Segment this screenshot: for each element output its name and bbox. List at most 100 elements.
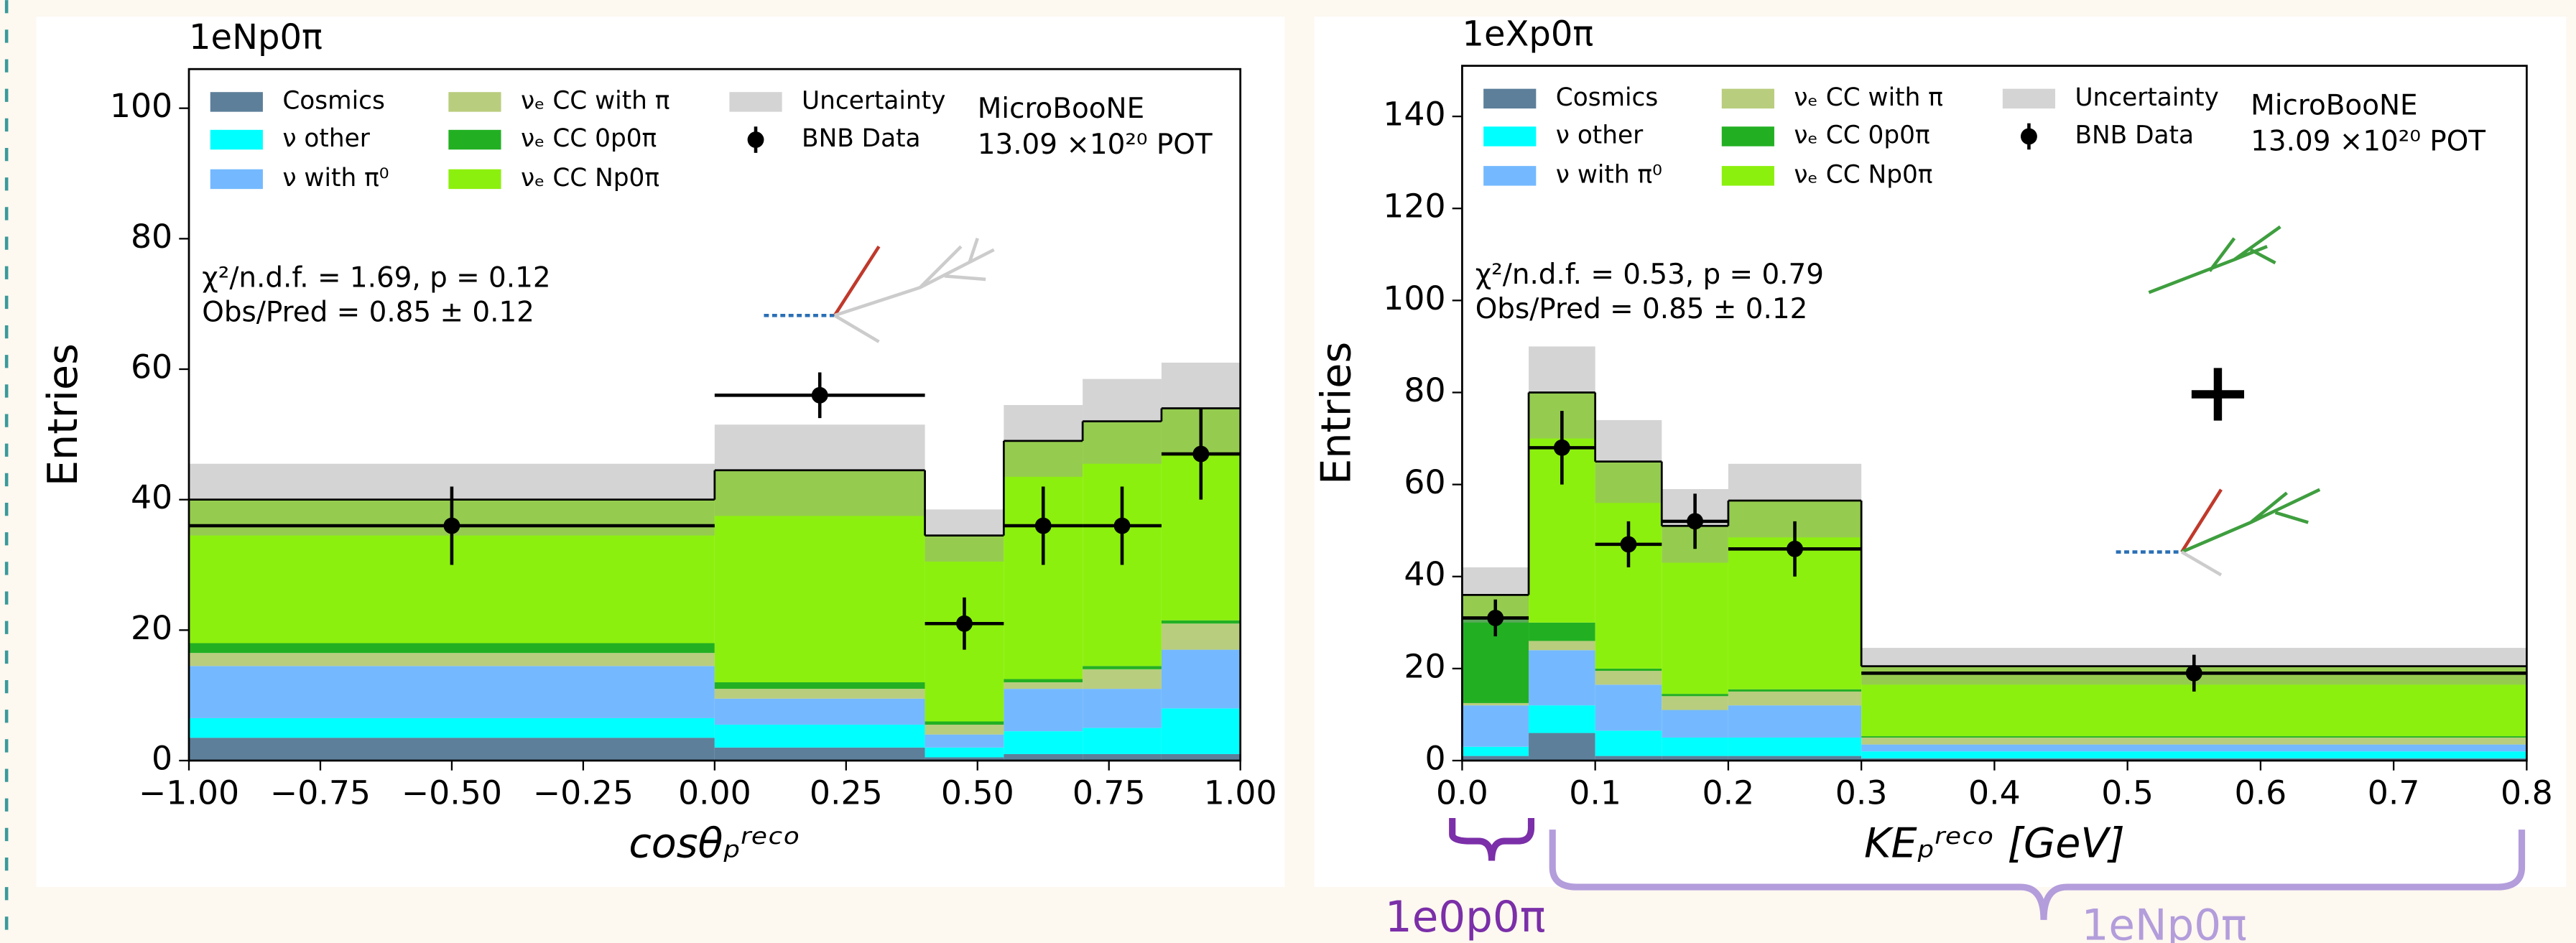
bar-segment (1861, 736, 2527, 738)
bar-segment (1004, 753, 1083, 761)
legend-label: ν with π⁰ (1556, 160, 1662, 189)
legend-label: νₑ CC Np0π (1794, 160, 1932, 189)
bar-segment (1728, 737, 1862, 756)
bar-segment (714, 682, 925, 689)
data-point (1113, 517, 1131, 534)
y-tick-label: 60 (131, 348, 172, 386)
bar-segment (1595, 730, 1662, 756)
data-point (2185, 664, 2202, 682)
legend-swatch (729, 92, 782, 112)
x-tick-label: −0.50 (402, 774, 502, 812)
bar-segment (714, 698, 925, 725)
legend-swatch (210, 169, 263, 190)
legend-swatch (210, 129, 263, 150)
x-tick-label: 0.3 (1835, 774, 1888, 812)
bar-segment (1083, 669, 1162, 689)
x-tick-label: 0.25 (810, 774, 883, 812)
topology-sketch (764, 238, 995, 343)
bar-segment (1083, 753, 1162, 761)
x-tick-label: 0.00 (678, 774, 751, 812)
data-point (1620, 536, 1637, 553)
bar-segment (1083, 666, 1162, 669)
y-tick-label: 20 (1404, 647, 1445, 685)
legend-swatch (747, 131, 764, 148)
y-tick-label: 140 (1383, 96, 1445, 134)
exposure-label: 13.09 ×10²⁰ POT (978, 129, 1213, 161)
bar-segment (1861, 758, 2527, 761)
bar-segment (1662, 694, 1728, 697)
x-tick-label: −1.00 (139, 774, 239, 812)
bar-segment (1595, 671, 1662, 685)
bar-segment (1595, 756, 1662, 761)
data-point (811, 386, 828, 404)
y-tick-label: 0 (152, 740, 172, 778)
bar-segment (1004, 679, 1083, 683)
x-tick-label: 0.5 (2101, 774, 2154, 812)
bar-segment (1161, 753, 1241, 761)
data-point (443, 517, 460, 534)
x-axis-title: KEₚʳᵉᶜᵒ [GeV] (1864, 820, 2125, 868)
bar-segment (1529, 705, 1595, 733)
legend-swatch (448, 92, 501, 112)
y-tick-label: 100 (1383, 279, 1445, 317)
bar-segment (714, 725, 925, 748)
bar-segment (925, 747, 1004, 758)
bar-segment (1662, 526, 1728, 695)
data-point (1687, 513, 1704, 530)
bar-segment (714, 747, 925, 761)
y-tick-label: 0 (1424, 740, 1445, 778)
bar-segment (1861, 744, 2527, 752)
legend-label: ν other (282, 124, 370, 153)
bar-segment (1083, 728, 1162, 754)
x-tick-label: −0.25 (533, 774, 634, 812)
legend-label: Cosmics (282, 86, 384, 115)
bar-segment (925, 725, 1004, 735)
region-label: 1e0p0π (1385, 893, 1546, 942)
bar-segment (1861, 737, 2527, 745)
legend-swatch (1721, 126, 1774, 147)
data-point (1787, 540, 1803, 557)
bar-segment (1161, 708, 1241, 754)
bar-segment (925, 734, 1004, 748)
y-tick-label: 40 (1404, 555, 1445, 593)
bar-segment (1595, 684, 1662, 731)
legend-label: νₑ CC 0p0π (1794, 121, 1929, 149)
bar-segment (1462, 756, 1529, 761)
legend-swatch (2020, 128, 2037, 145)
data-point (956, 615, 973, 632)
legend-label: ν with π⁰ (282, 164, 389, 192)
bar-segment (1529, 733, 1595, 761)
y-tick-label: 20 (131, 609, 172, 647)
bar-segment (1662, 756, 1728, 761)
x-tick-label: 0.2 (1702, 774, 1755, 812)
y-tick-label: 120 (1383, 187, 1445, 226)
bar-segment (1529, 622, 1595, 641)
legend-label: νₑ CC with π (1794, 83, 1942, 112)
bar-segment (189, 643, 715, 654)
x-tick-label: 0.8 (2501, 774, 2553, 812)
bar-segment (1161, 623, 1241, 650)
bar-segment (1595, 668, 1662, 672)
data-point (1034, 517, 1052, 534)
bar-segment (1662, 737, 1728, 756)
chart-title: 1eXp0π (1462, 14, 1593, 54)
bar-segment (189, 717, 715, 738)
bar-segment (189, 666, 715, 718)
chart-title: 1eNp0π (189, 17, 323, 57)
stat-text: χ²/n.d.f. = 1.69, p = 0.12 (202, 261, 550, 294)
bar-segment (1161, 620, 1241, 624)
y-tick-label: 60 (1404, 463, 1445, 501)
legend-label: Uncertainty (802, 86, 945, 115)
legend-swatch (1483, 88, 1537, 109)
topology-sketch (2116, 225, 2321, 577)
legend-swatch (448, 169, 501, 190)
stat-text: χ²/n.d.f. = 0.53, p = 0.79 (1475, 259, 1824, 291)
region-bracket (1549, 830, 2526, 920)
legend-label: νₑ CC with π (521, 86, 670, 115)
bar-segment (1161, 649, 1241, 709)
bar-segment (1861, 751, 2527, 758)
bar-segment (1083, 689, 1162, 728)
y-tick-label: 80 (131, 218, 172, 256)
x-tick-label: 1.00 (1204, 774, 1277, 812)
